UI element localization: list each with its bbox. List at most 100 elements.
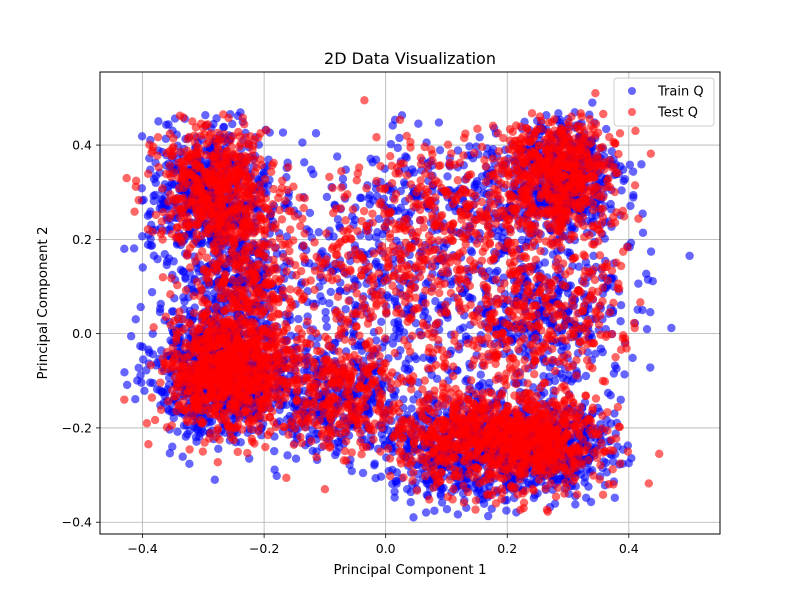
data-point (321, 307, 330, 317)
data-point (165, 449, 175, 458)
data-point (421, 279, 431, 289)
data-point (149, 174, 159, 184)
data-point (314, 228, 323, 237)
data-point (270, 465, 279, 474)
data-point (581, 371, 591, 381)
data-point (148, 350, 158, 359)
data-point (405, 364, 414, 374)
chart-title: 2D Data Visualization (324, 49, 496, 68)
data-point (270, 446, 279, 456)
data-point (616, 317, 625, 326)
data-point (322, 192, 332, 202)
data-point (131, 395, 140, 404)
data-point (155, 307, 165, 317)
data-point (464, 292, 473, 302)
data-point (598, 347, 607, 357)
data-point (333, 152, 342, 161)
data-point (179, 293, 188, 302)
data-point (393, 317, 403, 326)
data-point (134, 363, 143, 372)
data-point (178, 452, 187, 461)
data-point (146, 241, 155, 250)
data-point (294, 314, 303, 324)
data-point (685, 251, 694, 261)
data-point (407, 404, 416, 413)
data-point (138, 232, 147, 241)
data-point (147, 287, 157, 297)
data-point (610, 361, 620, 370)
data-point (325, 299, 334, 308)
data-point (642, 324, 652, 334)
data-point (502, 506, 511, 515)
data-point (406, 498, 415, 507)
data-point (377, 317, 386, 326)
data-point (338, 174, 348, 184)
data-point (485, 481, 494, 491)
data-point (278, 128, 288, 137)
data-point (446, 280, 456, 289)
data-point (619, 176, 628, 186)
data-point (419, 311, 428, 321)
data-point (453, 510, 463, 519)
data-point (147, 393, 157, 402)
data-point (461, 332, 471, 341)
data-point (524, 478, 533, 488)
data-point (316, 292, 325, 301)
data-point (283, 451, 292, 460)
data-point (431, 297, 440, 306)
data-point (201, 110, 210, 120)
data-point (210, 475, 220, 484)
data-point (414, 378, 423, 387)
data-point (637, 160, 646, 169)
data-point (571, 500, 580, 509)
data-point (307, 165, 316, 174)
data-point (349, 275, 359, 284)
data-point (351, 300, 360, 310)
data-point (436, 489, 445, 499)
data-point (467, 248, 477, 257)
data-point (628, 167, 638, 176)
data-point (370, 459, 379, 468)
data-point (443, 172, 452, 181)
data-point (321, 314, 331, 324)
data-point (409, 513, 418, 522)
data-point (550, 499, 560, 508)
series-test-q (120, 89, 664, 516)
data-point (168, 442, 177, 451)
data-point (629, 193, 638, 202)
data-point (628, 353, 637, 363)
data-point (173, 427, 182, 436)
data-point (588, 98, 597, 107)
data-point (122, 380, 132, 390)
data-point (140, 386, 149, 396)
data-point (475, 133, 484, 142)
data-point (474, 382, 483, 391)
data-point (476, 370, 485, 379)
data-point (374, 214, 384, 224)
data-point (586, 497, 596, 507)
data-point (386, 139, 396, 149)
data-point (129, 244, 139, 253)
data-point (434, 118, 444, 127)
data-point (542, 111, 551, 120)
data-point (282, 232, 292, 241)
data-point (414, 119, 423, 128)
data-point (341, 304, 350, 314)
data-point (406, 487, 415, 497)
data-point (148, 329, 157, 338)
data-point (437, 498, 447, 507)
data-point (376, 472, 386, 481)
scatter-points (120, 89, 694, 522)
data-point (166, 290, 175, 299)
data-point (131, 315, 140, 324)
data-point (442, 505, 452, 514)
data-point (667, 323, 676, 333)
data-point (627, 453, 636, 463)
data-point (133, 376, 142, 385)
data-point (609, 369, 619, 378)
data-point (378, 435, 388, 444)
data-point (646, 247, 656, 256)
data-point (120, 244, 129, 253)
data-point (409, 168, 419, 177)
data-point (358, 468, 368, 478)
